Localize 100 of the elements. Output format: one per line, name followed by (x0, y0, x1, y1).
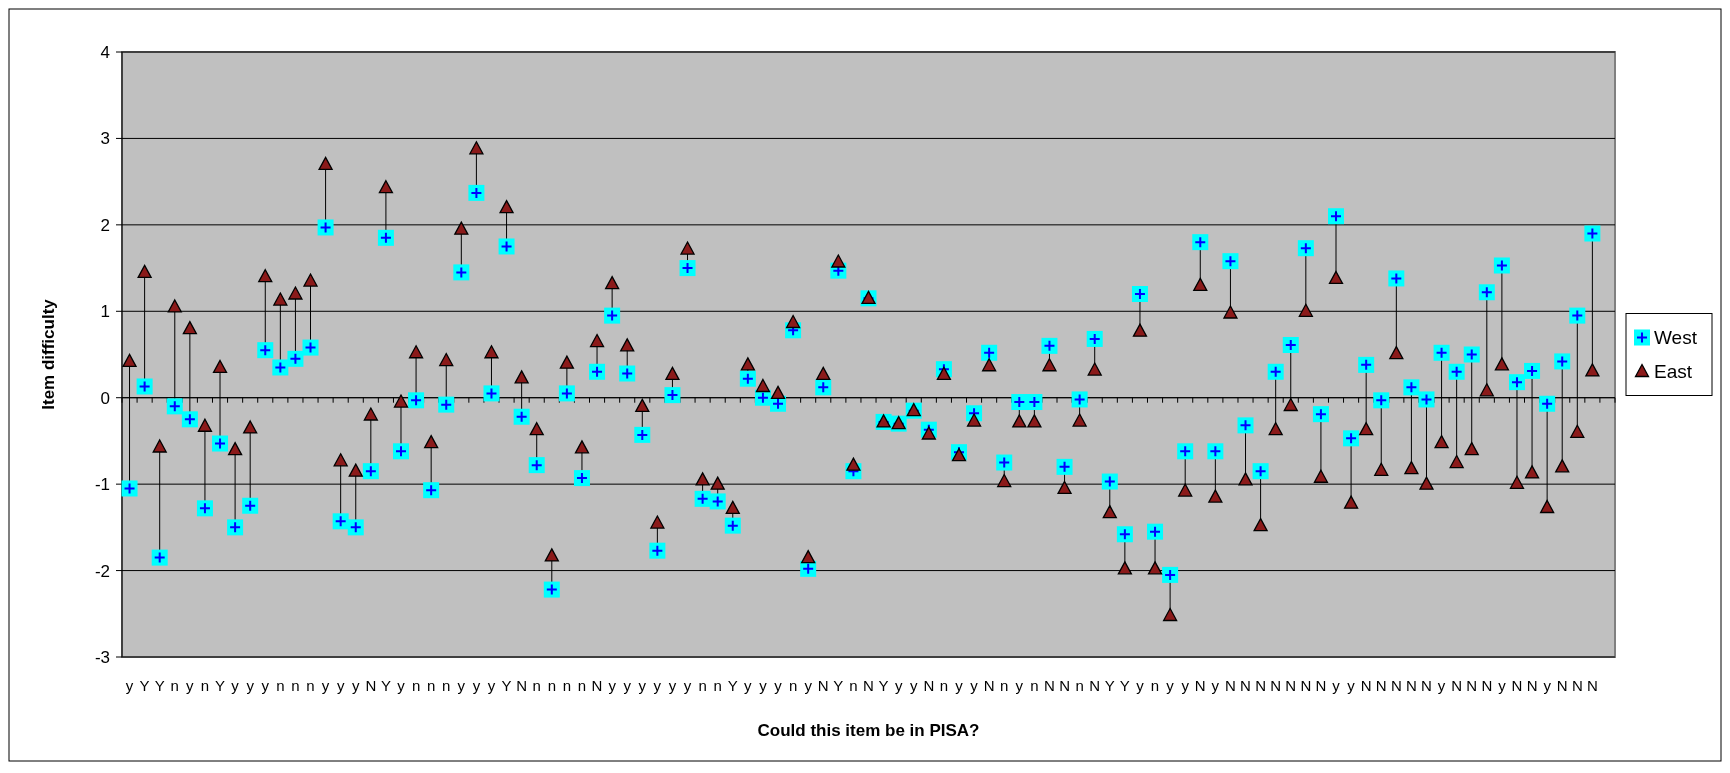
x-tick-label: y (472, 677, 481, 694)
x-tick-label: y (804, 677, 813, 694)
x-tick-label: N (1481, 677, 1493, 694)
y-tick-label: 0 (100, 388, 110, 408)
x-tick-label: Y (878, 677, 889, 694)
x-tick-label: y (1437, 677, 1446, 694)
x-tick-label: N (1556, 677, 1568, 694)
y-tick-label: 4 (100, 42, 110, 62)
x-tick-label: n (411, 677, 421, 694)
x-tick-label: y (1211, 677, 1220, 694)
x-tick-label: y (125, 677, 134, 694)
x-tick-label: y (246, 677, 255, 694)
x-tick-label: n (200, 677, 210, 694)
x-tick-label: Y (833, 677, 844, 694)
x-tick-label: N (1044, 677, 1055, 694)
x-tick-label: n (577, 677, 587, 694)
x-tick-label: n (276, 677, 285, 694)
x-tick-label: n (306, 677, 315, 694)
x-tick-label: y (668, 677, 677, 694)
x-tick-label: n (713, 677, 722, 694)
x-tick-label: y (1166, 677, 1175, 694)
x-tick-label: y (1181, 677, 1190, 694)
x-tick-label: Y (1104, 677, 1115, 694)
legend-label: East (1654, 361, 1693, 383)
x-tick-label: n (698, 677, 707, 694)
x-tick-label: Y (501, 677, 512, 694)
y-tick-label: -3 (94, 647, 110, 667)
x-tick-label: N (1194, 677, 1206, 694)
x-tick-label: y (1332, 677, 1341, 694)
x-tick-label: n (547, 677, 556, 694)
x-tick-label: N (1571, 677, 1583, 694)
x-tick-label: y (1015, 677, 1024, 694)
x-tick-label: N (1586, 677, 1598, 694)
x-tick-label: n (562, 677, 572, 694)
x-tick-label: N (1285, 677, 1297, 694)
x-tick-label: n (1030, 677, 1039, 694)
x-tick-label: n (170, 677, 179, 694)
x-tick-label: N (983, 677, 995, 694)
x-tick-label: Y (1119, 677, 1130, 694)
x-tick-label: N (1300, 677, 1312, 694)
x-tick-label: N (516, 677, 528, 694)
x-tick-label: N (1511, 677, 1523, 694)
x-tick-label: n (1075, 677, 1084, 694)
y-tick-label: -1 (94, 475, 110, 495)
x-tick-label: Y (727, 677, 738, 694)
x-tick-label: y (638, 677, 647, 694)
x-tick-label: y (457, 677, 466, 694)
y-tick-label: 3 (100, 129, 110, 149)
x-tick-label: N (1526, 677, 1538, 694)
x-tick-label: N (1270, 677, 1282, 694)
x-tick-label: y (744, 677, 753, 694)
x-tick-label: N (1225, 677, 1236, 694)
x-tick-label: N (1451, 677, 1463, 694)
x-tick-label: N (591, 677, 603, 694)
x-tick-label: N (923, 677, 935, 694)
x-tick-label: Y (380, 677, 391, 694)
x-tick-label: N (1059, 677, 1070, 694)
x-tick-label: y (261, 677, 270, 694)
y-tick-label: 1 (100, 302, 110, 322)
y-tick-label: 2 (100, 215, 110, 235)
x-tick-label: N (1089, 677, 1101, 694)
x-tick-label: y (608, 677, 617, 694)
x-tick-label: y (623, 677, 632, 694)
y-axis-title: Item difficulty (39, 298, 58, 410)
x-tick-label: y (321, 677, 330, 694)
x-tick-label: N (1240, 677, 1251, 694)
x-tick-label: n (442, 677, 451, 694)
x-tick-label: N (1390, 677, 1402, 694)
x-tick-label: y (487, 677, 496, 694)
x-tick-label: Y (215, 677, 226, 694)
x-tick-label: n (532, 677, 541, 694)
x-tick-label: N (1405, 677, 1417, 694)
x-tick-label: n (426, 677, 436, 694)
x-tick-label: n (1150, 677, 1160, 694)
x-tick-label: Y (154, 677, 165, 694)
x-tick-label: N (365, 677, 377, 694)
x-tick-label: y (774, 677, 783, 694)
x-tick-label: y (653, 677, 662, 694)
x-tick-label: N (817, 677, 829, 694)
x-tick-label: N (1255, 677, 1267, 694)
x-tick-label: n (939, 677, 949, 694)
x-axis-title: Could this item be in PISA? (757, 721, 980, 740)
x-tick-label: y (336, 677, 345, 694)
x-tick-label: y (909, 677, 918, 694)
x-tick-label: Y (139, 677, 150, 694)
x-tick-label: N (1360, 677, 1372, 694)
x-tick-label: y (759, 677, 768, 694)
x-tick-label: n (1000, 677, 1009, 694)
x-tick-label: N (1375, 677, 1387, 694)
x-tick-label: N (1315, 677, 1327, 694)
x-tick-label: y (683, 677, 692, 694)
x-tick-label: y (397, 677, 406, 694)
y-tick-label: -2 (94, 561, 110, 581)
x-tick-label: n (788, 677, 798, 694)
x-tick-label: y (1347, 677, 1356, 694)
x-tick-label: y (231, 677, 240, 694)
x-tick-label: y (970, 677, 979, 694)
x-tick-label: y (186, 677, 195, 694)
x-tick-label: y (352, 677, 360, 694)
x-tick-label: N (1421, 677, 1432, 694)
